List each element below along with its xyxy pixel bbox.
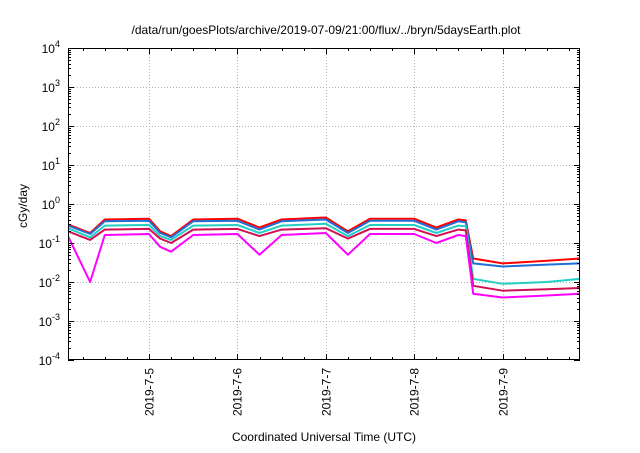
series-line-5: [68, 232, 580, 299]
y-tick-label-base: 10: [42, 42, 56, 56]
grid-lines: [68, 48, 580, 360]
y-tick-label-base: 10: [42, 159, 56, 173]
x-tick-label: 2019-7-6: [231, 368, 245, 416]
y-tick-label-base: 10: [39, 237, 53, 251]
y-tick-label: 10-1: [39, 234, 60, 251]
y-tick-label: 100: [42, 195, 60, 212]
y-tick-label-exponent: 3: [55, 78, 60, 88]
y-tick-label-exponent: -1: [52, 234, 60, 244]
x-tick-label: 2019-7-9: [497, 368, 511, 416]
series-group: [68, 216, 580, 299]
y-tick-label: 10-3: [39, 312, 60, 329]
y-tick-label: 10-2: [39, 273, 60, 290]
y-tick-label: 103: [42, 78, 60, 95]
y-tick-label-base: 10: [42, 120, 56, 134]
y-tick-label-exponent: 1: [55, 156, 60, 166]
y-tick-label-exponent: 0: [55, 195, 60, 205]
y-tick-label-exponent: -2: [52, 273, 60, 283]
y-tick-label-base: 10: [39, 354, 53, 368]
x-tick-label: 2019-7-8: [408, 368, 422, 416]
y-tick-label-exponent: 2: [55, 117, 60, 127]
plot-frame: [68, 48, 580, 360]
y-tick-label-exponent: 4: [55, 39, 60, 49]
y-axis-title: cGy/day: [16, 184, 30, 228]
y-tick-label: 10-4: [39, 351, 60, 368]
y-tick-label-base: 10: [39, 276, 53, 290]
x-tick-label: 2019-7-5: [143, 368, 157, 416]
x-tick-label: 2019-7-7: [320, 368, 334, 416]
y-tick-label: 101: [42, 156, 60, 173]
y-tick-label-base: 10: [42, 81, 56, 95]
y-tick-label-base: 10: [42, 198, 56, 212]
series-line-2: [68, 218, 580, 268]
chart-title: /data/run/goesPlots/archive/2019-07-09/2…: [132, 23, 522, 37]
y-tick-label-base: 10: [39, 315, 53, 329]
y-tick-label-exponent: -3: [52, 312, 60, 322]
y-tick-label: 102: [42, 117, 60, 134]
y-tick-label: 104: [42, 39, 60, 56]
x-axis-title: Coordinated Universal Time (UTC): [232, 430, 416, 444]
y-tick-label-exponent: -4: [52, 351, 60, 361]
